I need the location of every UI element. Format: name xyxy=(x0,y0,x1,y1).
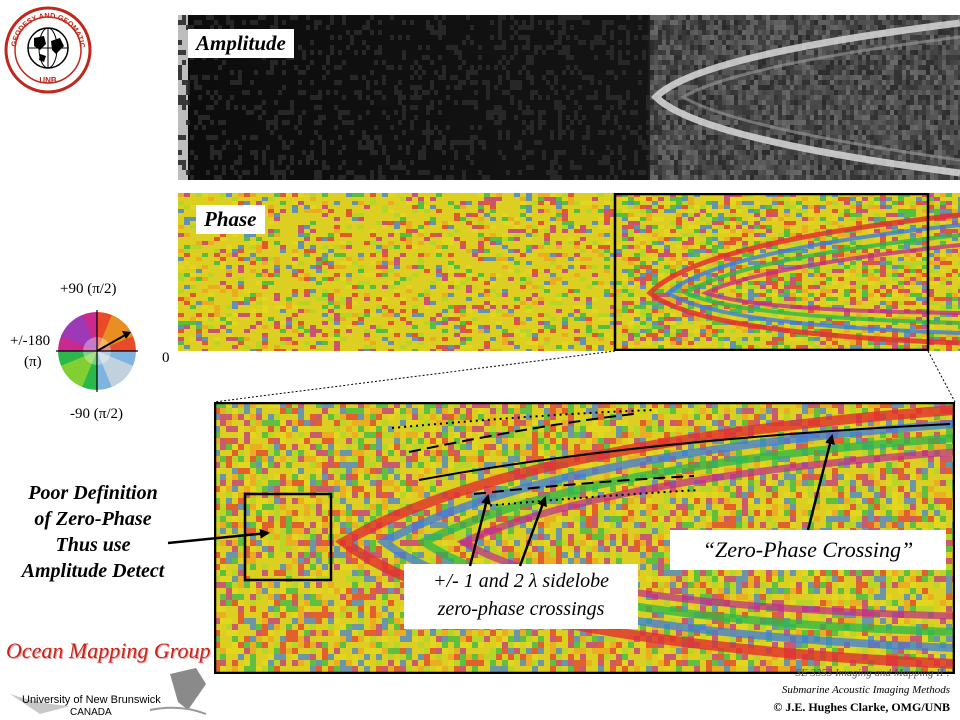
ship-sonar-icon xyxy=(10,668,207,715)
poor-definition-line-1: Poor Definition xyxy=(28,482,158,504)
zero-phase-crossing-callout: “Zero-Phase Crossing” xyxy=(670,530,946,570)
copyright: © J.E. Hughes Clarke, OMG/UNB xyxy=(773,700,950,714)
sidelobe-line-1: +/- 1 and 2 λ sidelobe xyxy=(432,570,610,592)
poor-definition-text: Poor Definition of Zero-Phase Thus use A… xyxy=(0,480,186,584)
wheel-label-left-1: +/-180 xyxy=(10,333,51,349)
logo-unb-text: UNB xyxy=(39,76,57,85)
globe-icon: GEODESY AND GEOMATICS ENGINEERING UNB xyxy=(1,0,92,94)
group-name: Ocean Mapping Group xyxy=(6,638,211,663)
wheel-label-right: 0 xyxy=(162,350,170,366)
amplitude-image: Amplitude xyxy=(178,15,960,180)
university-name: University of New Brunswick xyxy=(22,694,161,706)
zoom-region-box xyxy=(613,193,930,351)
poor-definition-line-3: Thus use xyxy=(55,534,131,556)
amplitude-label: Amplitude xyxy=(188,29,294,58)
wheel-label-left-2: (π) xyxy=(24,354,42,370)
sidelobe-callout: +/- 1 and 2 λ sidelobe zero-phase crossi… xyxy=(404,564,638,629)
phase-label: Phase xyxy=(196,205,265,234)
amplitude-svg xyxy=(178,15,960,180)
poor-definition-line-4: Amplitude Detect xyxy=(21,560,165,582)
poor-definition-line-2: of Zero-Phase xyxy=(34,508,152,530)
course-line-2: Submarine Acoustic Imaging Methods xyxy=(781,684,950,696)
country-name: CANADA xyxy=(70,707,112,718)
wheel-label-bottom: -90 (π/2) xyxy=(70,406,123,422)
sidelobe-line-2: zero-phase crossings xyxy=(437,598,605,620)
ocean-mapping-group-logo: Ocean Mapping Group University of New Br… xyxy=(0,636,214,720)
phase-image: Phase xyxy=(178,193,960,351)
color-wheel-icon xyxy=(56,310,138,392)
unb-logo: GEODESY AND GEOMATICS ENGINEERING UNB xyxy=(1,0,92,94)
phase-svg xyxy=(178,193,960,351)
phase-color-wheel: +90 (π/2) +/-180 (π) 0 -90 (π/2) xyxy=(0,278,178,438)
course-line-1: SE 3353 Imaging and Mapping II : xyxy=(795,667,950,679)
wheel-label-top: +90 (π/2) xyxy=(60,281,117,297)
